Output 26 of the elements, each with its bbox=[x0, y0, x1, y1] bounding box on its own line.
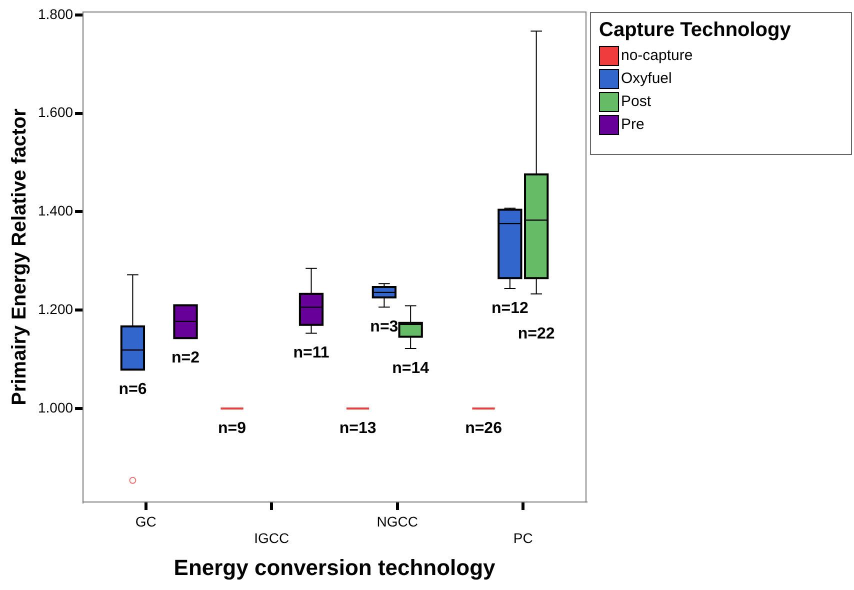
annotation: n=14 bbox=[392, 360, 430, 377]
legend-label: Oxyfuel bbox=[621, 70, 672, 87]
y-axis-title: Primairy Energy Relative factor bbox=[8, 108, 31, 406]
x-tick-label: PC bbox=[513, 530, 533, 546]
x-tick-label: GC bbox=[135, 513, 156, 530]
annotation: n=9 bbox=[218, 420, 246, 437]
legend-label: Post bbox=[621, 93, 652, 110]
annotation: n=12 bbox=[491, 300, 528, 317]
y-tick-label: 1.000 bbox=[38, 399, 74, 416]
legend-label: no-capture bbox=[621, 47, 693, 64]
y-tick-label: 1.600 bbox=[38, 104, 74, 120]
y-tick-label: 1.200 bbox=[38, 300, 74, 317]
annotation: n=13 bbox=[339, 420, 376, 437]
x-axis-title: Energy conversion technology bbox=[174, 554, 496, 580]
x-tick-label: IGCC bbox=[254, 530, 290, 546]
legend-label: Pre bbox=[621, 116, 644, 133]
y-tick-label: 1.400 bbox=[38, 202, 74, 219]
y-tick-label: 1.800 bbox=[38, 6, 74, 22]
annotation: n=22 bbox=[518, 325, 555, 342]
legend-title: Capture Technology bbox=[599, 19, 792, 42]
annotation: n=2 bbox=[172, 350, 200, 367]
annotation: n=26 bbox=[465, 420, 502, 437]
x-tick-label: NGCC bbox=[376, 513, 418, 530]
annotation: n=6 bbox=[118, 381, 147, 398]
annotation: n=11 bbox=[293, 344, 330, 362]
annotation: n=3 bbox=[370, 318, 398, 336]
